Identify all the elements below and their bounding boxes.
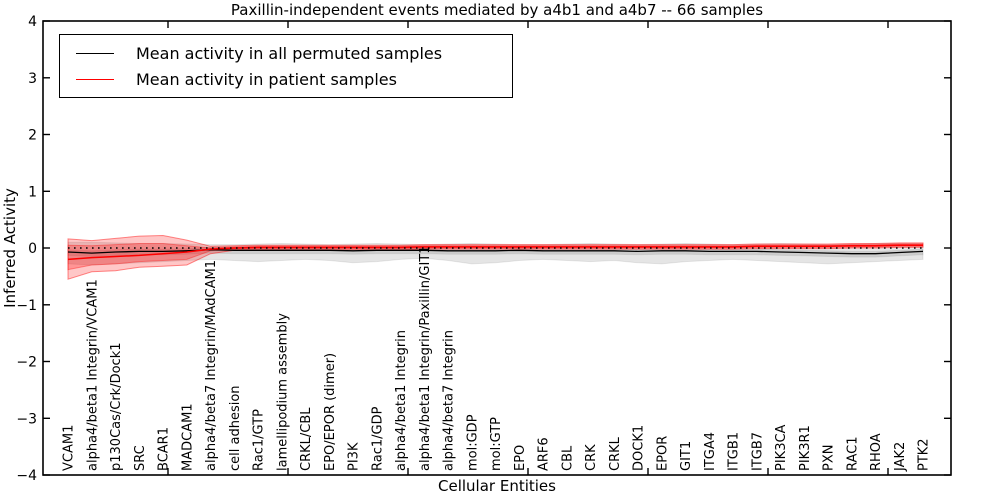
y-axis-label: Inferred Activity xyxy=(1,188,19,308)
x-tick-label: alpha4/beta1 Integrin/Paxillin/GIT1 xyxy=(418,245,433,471)
x-tick-label: EPO/EPOR (dimer) xyxy=(323,353,338,471)
x-tick-label: alpha4/beta7 Integrin/MAdCAM1 xyxy=(204,260,219,471)
y-tick-label: −2 xyxy=(16,355,37,371)
x-tick-label: mol:GTP xyxy=(489,417,504,471)
x-axis-label: Cellular Entities xyxy=(438,477,556,495)
y-tick-label: 3 xyxy=(28,71,37,87)
x-tick-label: cell adhesion xyxy=(228,385,243,471)
x-tick-label: BCAR1 xyxy=(157,427,172,471)
x-tick-label: lamellipodium assembly xyxy=(275,313,290,471)
x-tick-label: ITGA4 xyxy=(703,432,718,471)
x-tick-label: JAK2 xyxy=(893,442,908,472)
x-tick-label: VCAM1 xyxy=(62,425,77,471)
x-tick-label: alpha4/beta1 Integrin xyxy=(394,330,409,471)
legend-line-sample-permuted xyxy=(76,52,114,54)
x-tick-label: ITGB7 xyxy=(750,432,765,471)
y-tick-label: 4 xyxy=(28,14,37,30)
x-tick-label: EPO xyxy=(513,445,528,471)
x-tick-label: Rac1/GDP xyxy=(370,406,385,471)
x-tick-label: PI3K xyxy=(347,442,362,471)
x-tick-label: CRKL xyxy=(608,436,623,471)
legend-label-permuted: Mean activity in all permuted samples xyxy=(136,43,443,63)
legend-entry-permuted: Mean activity in all permuted samples xyxy=(60,40,512,66)
x-tick-label: DOCK1 xyxy=(632,425,647,471)
y-tick-label: −4 xyxy=(16,468,37,484)
x-tick-label: SRC xyxy=(133,445,148,471)
y-tick-label: 1 xyxy=(28,184,37,200)
x-tick-label: RHOA xyxy=(869,433,884,471)
x-tick-label: Rac1/GTP xyxy=(252,409,267,471)
chart-title: Paxillin-independent events mediated by … xyxy=(230,1,764,19)
x-tick-label: EPOR xyxy=(655,436,670,471)
x-tick-label: CRKL/CBL xyxy=(299,407,314,471)
x-tick-label: mol:GDP xyxy=(465,414,480,471)
x-tick-label: RAC1 xyxy=(845,436,860,471)
x-tick-label: ARF6 xyxy=(537,437,552,471)
x-tick-label: MADCAM1 xyxy=(180,403,195,471)
x-tick-label: p130Cas/Crk/Dock1 xyxy=(109,342,124,471)
x-tick-label: alpha4/beta1 Integrin/VCAM1 xyxy=(85,279,100,471)
x-tick-label: CRK xyxy=(584,444,599,471)
plot-frame xyxy=(42,20,952,476)
legend: Mean activity in all permuted samples Me… xyxy=(59,34,513,98)
legend-line-sample-patient xyxy=(76,78,114,80)
legend-entry-patient: Mean activity in patient samples xyxy=(60,66,512,92)
x-tick-label: PIK3R1 xyxy=(798,425,813,471)
x-tick-label: PXN xyxy=(822,445,837,471)
x-tick-label: ITGB1 xyxy=(727,432,742,471)
y-tick-label: 2 xyxy=(28,128,37,144)
y-tick-label: 0 xyxy=(28,241,37,257)
patient-mean-line xyxy=(67,244,923,261)
x-tick-label: CBL xyxy=(560,445,575,471)
x-tick-label: alpha4/beta7 Integrin xyxy=(442,330,457,471)
x-tick-label: PTK2 xyxy=(917,438,932,471)
x-tick-label: GIT1 xyxy=(679,441,694,471)
x-tick-label: PIK3CA xyxy=(774,424,789,471)
y-tick-label: −1 xyxy=(16,298,37,314)
y-tick-label: −3 xyxy=(16,411,37,427)
legend-label-patient: Mean activity in patient samples xyxy=(136,69,397,89)
